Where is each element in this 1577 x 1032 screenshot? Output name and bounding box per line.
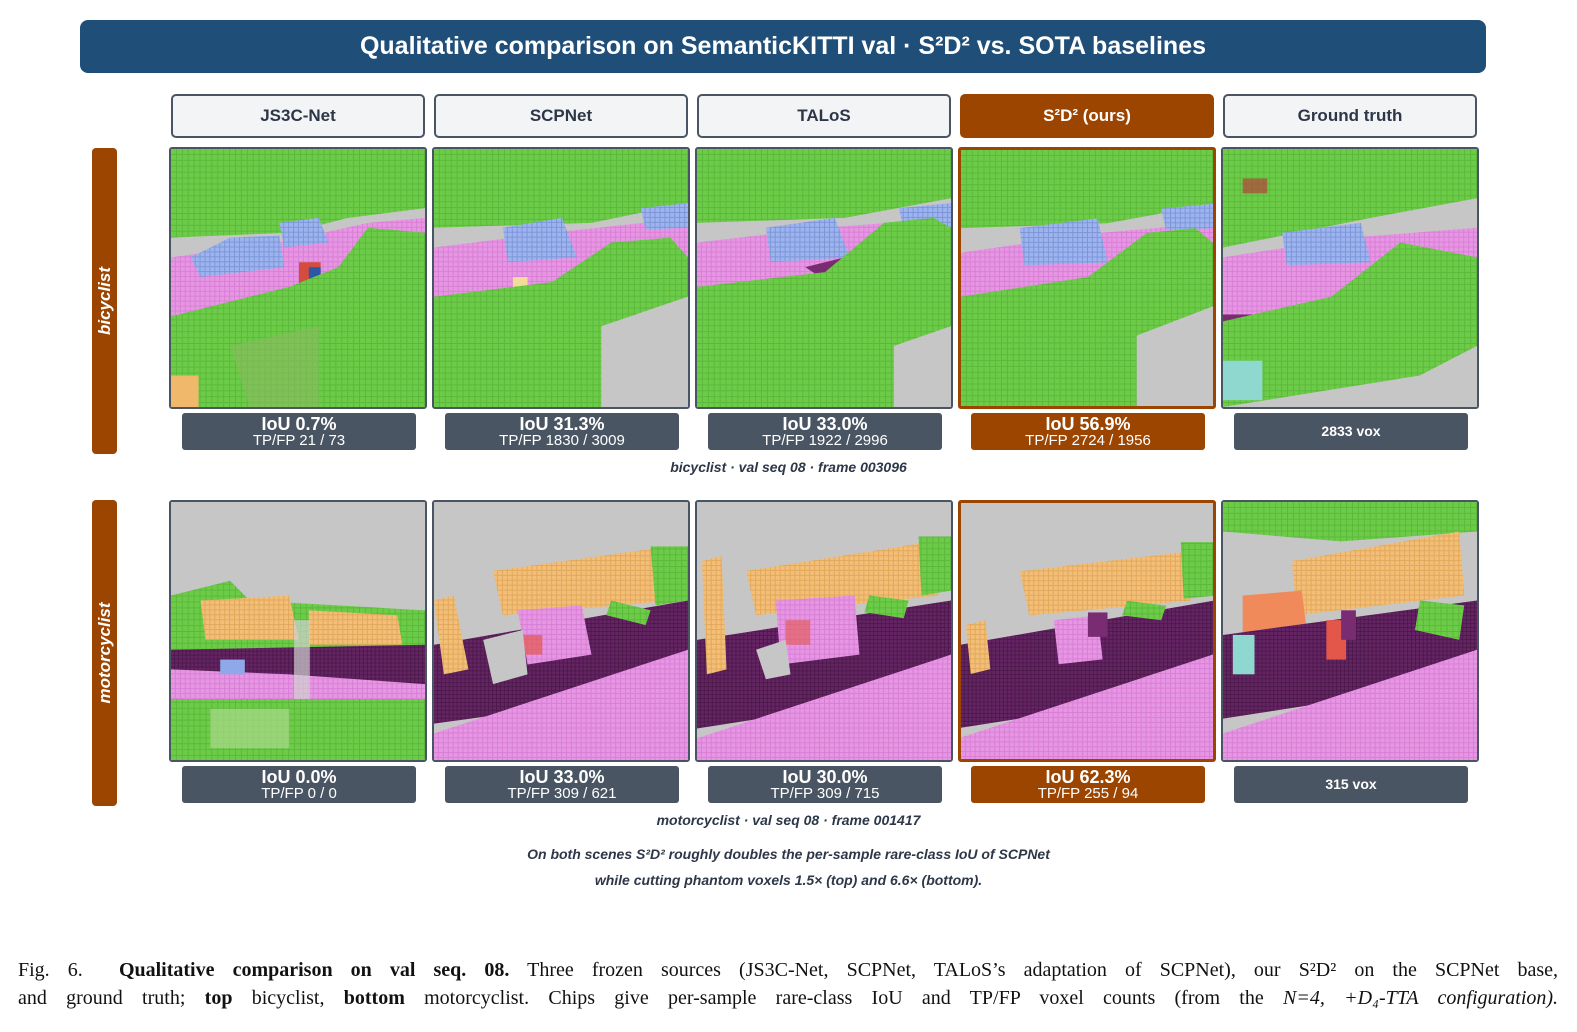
summary-line-2: while cutting phantom voxels 1.5× (top) … — [594, 872, 983, 888]
metric-chip: IoU 0.0% TP/FP 0 / 0 — [182, 766, 416, 803]
iou-value: IoU 0.7% — [261, 414, 337, 434]
iou-value: IoU 62.3% — [1045, 767, 1131, 787]
row-label-motorcyclist: motorcyclist — [92, 500, 117, 806]
iou-value: IoU 33.0% — [519, 767, 605, 787]
row-caption-motorcyclist: motorcyclist · val seq 08 · frame 001417 — [656, 812, 921, 828]
metric-chip-ours: IoU 62.3% TP/FP 255 / 94 — [971, 766, 1205, 803]
voxel-render-bicyclist-scpnet — [432, 147, 690, 409]
tpfp-value: TP/FP 255 / 94 — [1037, 785, 1139, 802]
emphasis-bottom: bottom — [343, 987, 405, 1009]
column-header-label: Ground truth — [1297, 106, 1403, 125]
figure-caption-title: Qualitative comparison on val seq. 08. — [118, 959, 510, 981]
figure-label: Fig. 6. — [18, 959, 83, 981]
tpfp-value: TP/FP 0 / 0 — [261, 785, 337, 802]
figure-caption: Fig. 6. Qualitative comparison on val se… — [18, 956, 1558, 1012]
metric-chip-ours: IoU 56.9% TP/FP 2724 / 1956 — [971, 413, 1205, 450]
method-name: S²D² — [1298, 959, 1337, 981]
voxel-render-motorcyclist-ground-truth — [1221, 500, 1479, 762]
column-header-ours: S²D² (ours) — [960, 94, 1214, 138]
tpfp-value: TP/FP 21 / 73 — [252, 432, 346, 449]
voxel-count-value: 315 vox — [1325, 776, 1377, 792]
column-header-label: S²D² (ours) — [1043, 106, 1131, 125]
tpfp-value: TP/FP 1922 / 2996 — [762, 432, 888, 449]
column-header-talos: TALoS — [697, 94, 951, 138]
voxel-count-value: 2833 vox — [1321, 423, 1381, 439]
column-header-js3c-net: JS3C-Net — [171, 94, 425, 138]
iou-value: IoU 31.3% — [519, 414, 605, 434]
voxel-render-motorcyclist-ours — [958, 500, 1216, 762]
metric-chip: IoU 30.0% TP/FP 309 / 715 — [708, 766, 942, 803]
figure-caption-text: Three frozen sources (JS3C-Net, SCPNet, … — [527, 959, 1281, 981]
iou-value: IoU 0.0% — [261, 767, 337, 787]
figure-caption-text: motorcyclist. Chips give per-sample rare… — [424, 987, 1264, 1009]
metric-chip: IoU 33.0% TP/FP 1922 / 2996 — [708, 413, 942, 450]
tpfp-value: TP/FP 309 / 715 — [770, 785, 880, 802]
voxel-render-motorcyclist-talos — [695, 500, 953, 762]
voxel-render-bicyclist-js3c-net — [169, 147, 427, 409]
summary-line-1: On both scenes S²D² roughly doubles the … — [527, 846, 1050, 862]
row-label-bicyclist: bicyclist — [92, 148, 117, 454]
voxel-render-motorcyclist-js3c-net — [169, 500, 427, 762]
column-header-label: SCPNet — [529, 106, 593, 125]
tpfp-value: TP/FP 2724 / 1956 — [1025, 432, 1151, 449]
tpfp-value: TP/FP 309 / 621 — [507, 785, 617, 802]
voxel-render-motorcyclist-scpnet — [432, 500, 690, 762]
figure-caption-text: on the SCPNet base, — [1354, 959, 1559, 981]
emphasis-top: top — [204, 987, 233, 1009]
config-text: N=4, +D₄-TTA configuration). — [1283, 987, 1559, 1009]
figure-caption-text: and ground truth; — [18, 987, 186, 1009]
metric-chip: IoU 31.3% TP/FP 1830 / 3009 — [445, 413, 679, 450]
figure-banner: Qualitative comparison on SemanticKITTI … — [80, 20, 1486, 73]
iou-value: IoU 56.9% — [1045, 414, 1131, 434]
voxel-render-bicyclist-ours — [958, 147, 1216, 409]
figure-caption-text: bicyclist, — [251, 987, 325, 1009]
iou-value: IoU 33.0% — [782, 414, 868, 434]
row-caption-bicyclist: bicyclist · val seq 08 · frame 003096 — [670, 459, 907, 475]
voxel-count-chip: 315 vox — [1234, 766, 1468, 803]
row-label-text: motorcyclist — [94, 602, 114, 704]
banner-title: Qualitative comparison on SemanticKITTI … — [359, 32, 1207, 60]
metric-chip: IoU 33.0% TP/FP 309 / 621 — [445, 766, 679, 803]
iou-value: IoU 30.0% — [782, 767, 868, 787]
column-header-label: JS3C-Net — [260, 106, 336, 125]
voxel-render-bicyclist-talos — [695, 147, 953, 409]
row-label-text: bicyclist — [94, 266, 114, 336]
tpfp-value: TP/FP 1830 / 3009 — [499, 432, 625, 449]
column-header-scpnet: SCPNet — [434, 94, 688, 138]
voxel-count-chip: 2833 vox — [1234, 413, 1468, 450]
column-header-label: TALoS — [797, 106, 851, 125]
column-header-ground-truth: Ground truth — [1223, 94, 1477, 138]
metric-chip: IoU 0.7% TP/FP 21 / 73 — [182, 413, 416, 450]
voxel-render-bicyclist-ground-truth — [1221, 147, 1479, 409]
